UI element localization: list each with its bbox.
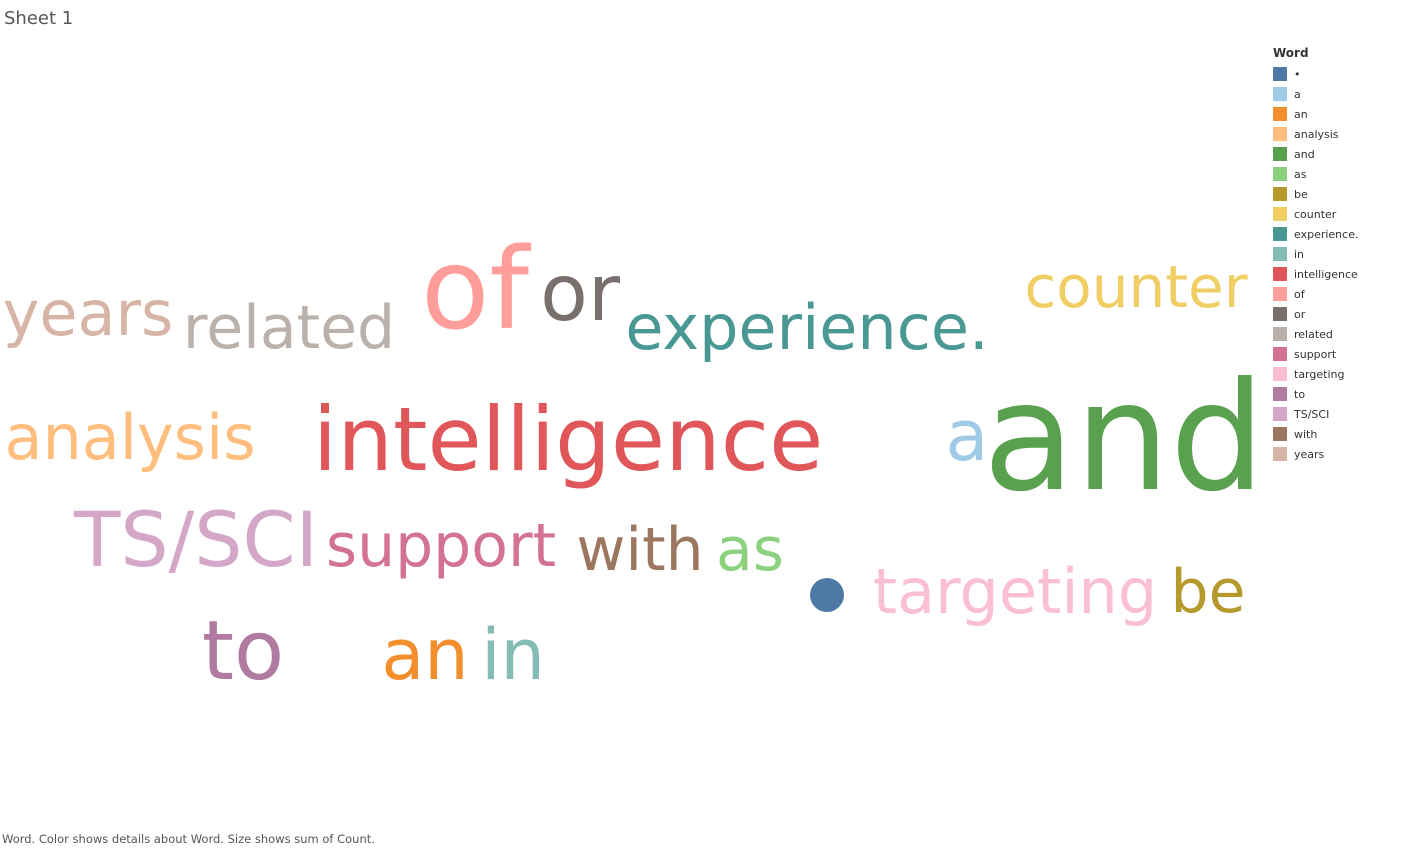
legend-item-counter[interactable]: counter [1273,204,1408,224]
legend-swatch [1273,227,1287,241]
cloud-word-and[interactable]: and [982,351,1266,525]
legend-item-be[interactable]: be [1273,184,1408,204]
cloud-word-a[interactable]: a [945,395,989,477]
legend-swatch [1273,87,1287,101]
legend-label: experience. [1294,227,1359,241]
cloud-word-of[interactable]: of [421,225,529,355]
cloud-word-ts-sci[interactable]: TS/SCI [74,495,318,584]
legend-swatch [1273,267,1287,281]
cloud-word-counter[interactable]: counter [1024,253,1248,321]
legend-label: as [1294,167,1307,181]
legend-swatch [1273,387,1287,401]
legend-label: related [1294,327,1333,341]
cloud-word-related[interactable]: related [182,293,396,363]
legend-swatch [1273,147,1287,161]
cloud-word-an[interactable]: an [381,614,469,696]
cloud-word-targeting[interactable]: targeting [872,555,1158,628]
legend-label: of [1294,287,1305,301]
legend-item-experience[interactable]: experience. [1273,224,1408,244]
cloud-word-years[interactable]: years [2,277,174,350]
legend-label: or [1294,307,1306,321]
legend-label: • [1294,67,1301,81]
cloud-word-analysis[interactable]: analysis [4,401,256,474]
cloud-word-or[interactable]: or [540,249,620,339]
legend-item-analysis[interactable]: analysis [1273,124,1408,144]
legend-items: • a an analysis and as be counter experience. in i… [1273,64,1408,464]
legend-swatch [1273,167,1287,181]
legend-label: and [1294,147,1315,161]
legend-item-as[interactable]: as [1273,164,1408,184]
legend-item-bullet[interactable]: • [1273,64,1408,84]
cloud-word-to[interactable]: to [201,604,285,699]
legend-swatch [1273,347,1287,361]
legend-swatch [1273,207,1287,221]
legend-item-targeting[interactable]: targeting [1273,364,1408,384]
legend-item-to[interactable]: to [1273,384,1408,404]
legend-label: analysis [1294,127,1339,141]
legend-label: in [1294,247,1305,261]
legend-label: TS/SCI [1294,407,1330,421]
legend-item-a[interactable]: a [1273,84,1408,104]
legend-swatch [1273,447,1287,461]
legend-item-and[interactable]: and [1273,144,1408,164]
legend-label: counter [1294,207,1337,221]
legend-label: to [1294,387,1306,401]
cloud-word-intelligence[interactable]: intelligence [312,388,824,491]
legend-label: a [1294,87,1301,101]
legend-label: targeting [1294,367,1345,381]
legend-item-years[interactable]: years [1273,444,1408,464]
cloud-word-support[interactable]: support [325,511,557,581]
legend-swatch [1273,427,1287,441]
legend-item-or[interactable]: or [1273,304,1408,324]
chart-caption: Word. Color shows details about Word. Si… [2,832,375,846]
legend-swatch [1273,407,1287,421]
cloud-word-in[interactable]: in [481,614,545,696]
legend-swatch [1273,107,1287,121]
legend-item-support[interactable]: support [1273,344,1408,364]
legend-swatch [1273,327,1287,341]
legend-item-of[interactable]: of [1273,284,1408,304]
legend-item-related[interactable]: related [1273,324,1408,344]
cloud-word-as[interactable]: as [715,515,785,585]
legend-swatch [1273,367,1287,381]
legend-item-with[interactable]: with [1273,424,1408,444]
sheet-title: Sheet 1 [4,8,74,29]
legend-item-an[interactable]: an [1273,104,1408,124]
legend-swatch [1273,127,1287,141]
legend-swatch [1273,247,1287,261]
legend-item-ts-sci[interactable]: TS/SCI [1273,404,1408,424]
cloud-word-with[interactable]: with [576,515,704,585]
cloud-word-bullet[interactable] [810,578,844,612]
legend-title: Word [1273,46,1309,60]
legend-label: intelligence [1294,267,1358,281]
legend-label: an [1294,107,1308,121]
legend-swatch [1273,307,1287,321]
legend-item-intelligence[interactable]: intelligence [1273,264,1408,284]
word-cloud: a an analysis and as be counter experience. in in… [2,225,1265,699]
legend-swatch [1273,67,1287,81]
color-legend: Word • a an analysis and as be counter experienc… [1273,46,1408,464]
legend-label: support [1294,347,1337,361]
legend-swatch [1273,187,1287,201]
legend-label: be [1294,187,1308,201]
legend-label: years [1294,447,1325,461]
legend-swatch [1273,287,1287,301]
cloud-word-experience[interactable]: experience. [625,291,989,364]
legend-label: with [1294,427,1318,441]
legend-item-in[interactable]: in [1273,244,1408,264]
cloud-word-be[interactable]: be [1170,557,1246,627]
